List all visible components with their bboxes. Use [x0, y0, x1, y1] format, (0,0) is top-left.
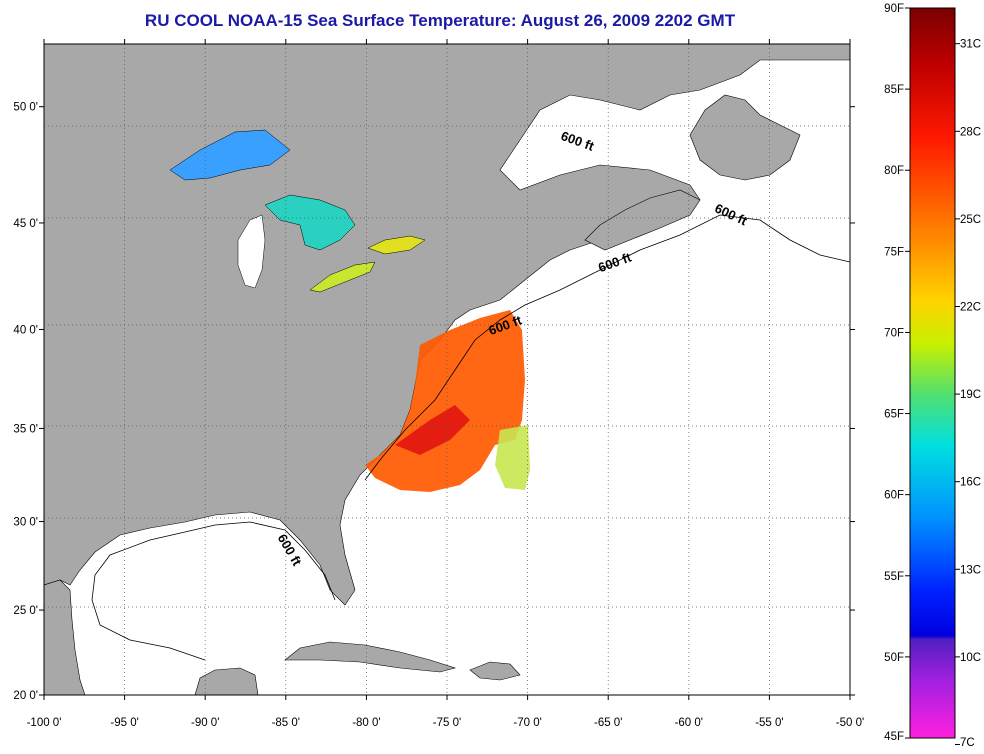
latitude-tick-label: 40 0': [13, 324, 38, 336]
longitude-tick-label: -85 0': [272, 717, 300, 729]
land-newfoundland: [689, 94, 801, 181]
lake-ontario: [367, 235, 426, 255]
colorbar-fahrenheit-label: 65F: [884, 409, 904, 421]
land-nova-scotia: [584, 189, 701, 251]
colorbar-celsius-label: 13C: [960, 564, 981, 576]
colorbar-fahrenheit-label: 75F: [884, 246, 904, 258]
colorbar-fahrenheit-label: 85F: [884, 84, 904, 96]
longitude-tick-label: -55 0': [755, 717, 783, 729]
lake-huron: [264, 194, 356, 251]
latitude-tick-label: 20 0': [13, 690, 38, 702]
latitude-tick-label: 45 0': [13, 218, 38, 230]
colorbar-celsius-label: 25C: [960, 214, 981, 226]
colorbar-fahrenheit-label: 70F: [884, 327, 904, 339]
sst-hot-spot: [395, 405, 470, 455]
latitude-tick-label: 30 0': [13, 517, 38, 529]
colorbar-celsius-label: 31C: [960, 39, 981, 51]
latitude-tick-label: 35 0': [13, 423, 38, 435]
latitude-tick-label: 50 0': [13, 102, 38, 114]
longitude-tick-label: -80 0': [352, 717, 380, 729]
colorbar: [909, 7, 956, 739]
longitude-tick-label: -65 0': [594, 717, 622, 729]
longitude-tick-label: -60 0': [675, 717, 703, 729]
land-hispaniola: [469, 661, 521, 681]
longitude-labels: -100 0' -95 0' -90 0' -85 0' -80 0' -75 0' -70…: [27, 39, 864, 729]
colorbar-celsius-label: 19C: [960, 389, 981, 401]
colorbar-fahrenheit-label: 60F: [884, 490, 904, 502]
colorbar-fahrenheit-label: 55F: [884, 571, 904, 583]
sst-cool-patch: [495, 425, 530, 490]
colorbar-celsius-label: 22C: [960, 301, 981, 313]
colorbar-fahrenheit-label: 50F: [884, 652, 904, 664]
longitude-tick-label: -75 0': [433, 717, 461, 729]
colorbar-celsius-label: 10C: [960, 652, 981, 664]
colorbar-celsius-label: 28C: [960, 126, 981, 138]
contour-east: [364, 214, 850, 481]
land-cuba: [284, 641, 457, 673]
longitude-tick-label: -95 0': [110, 717, 138, 729]
map-title: RU COOL NOAA-15 Sea Surface Temperature:…: [144, 11, 736, 30]
land-yucatan: [194, 667, 259, 695]
colorbar-fahrenheit-label: 80F: [884, 165, 904, 177]
land-mexico: [44, 579, 86, 695]
colorbar-fahrenheit-labels: 90F 85F 80F 75F 70F 65F 60F 55F 50F 45F: [884, 3, 910, 743]
colorbar-celsius-label: 7C: [960, 737, 975, 749]
colorbar-fahrenheit-label: 90F: [884, 3, 904, 15]
longitude-tick-label: -70 0': [513, 717, 541, 729]
colorbar-fahrenheit-label: 45F: [884, 731, 904, 743]
longitude-tick-label: -90 0': [191, 717, 219, 729]
latitude-tick-label: 25 0': [13, 605, 38, 617]
graticule: [44, 44, 850, 695]
lake-superior: [169, 129, 291, 181]
longitude-tick-label: -50 0': [836, 717, 864, 729]
lake-michigan: [237, 214, 266, 289]
lake-erie: [309, 261, 376, 293]
latitude-labels: 50 0' 45 0' 40 0' 35 0' 30 0' 25 0' 20 0': [13, 102, 855, 702]
colorbar-celsius-labels: 31C 28C 25C 22C 19C 16C 13C 10C 7C: [955, 39, 981, 749]
contour-gulf: [91, 521, 336, 661]
longitude-tick-label: -100 0': [27, 717, 62, 729]
colorbar-celsius-label: 16C: [960, 477, 981, 489]
